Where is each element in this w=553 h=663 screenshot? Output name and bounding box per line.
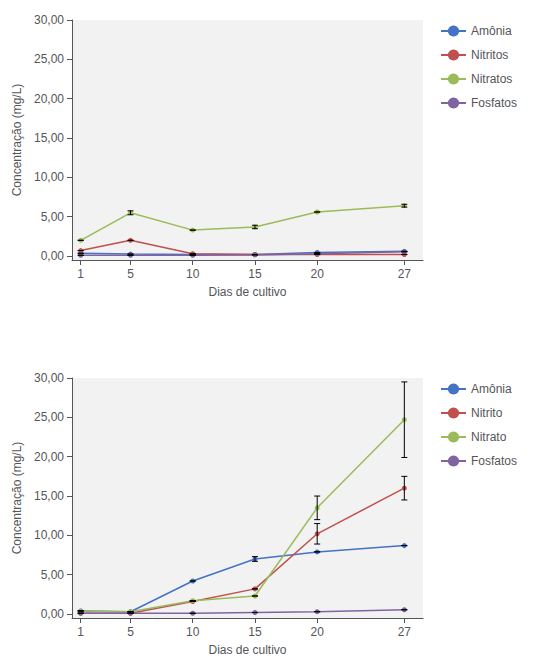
svg-text:Dias de cultivo: Dias de cultivo xyxy=(208,285,286,299)
svg-text:Nitratos: Nitratos xyxy=(471,72,512,86)
svg-text:20: 20 xyxy=(311,625,325,639)
svg-text:27: 27 xyxy=(398,267,412,281)
svg-text:25,00: 25,00 xyxy=(34,410,64,424)
svg-text:Fosfatos: Fosfatos xyxy=(471,454,517,468)
svg-text:5: 5 xyxy=(127,267,134,281)
svg-text:20,00: 20,00 xyxy=(34,92,64,106)
svg-text:27: 27 xyxy=(398,625,412,639)
svg-text:10,00: 10,00 xyxy=(34,528,64,542)
svg-text:20: 20 xyxy=(311,267,325,281)
svg-text:15,00: 15,00 xyxy=(34,131,64,145)
svg-text:10: 10 xyxy=(186,625,200,639)
svg-text:Fosfatos: Fosfatos xyxy=(471,96,517,110)
svg-text:5,00: 5,00 xyxy=(41,210,65,224)
svg-text:Amônia: Amônia xyxy=(471,24,512,38)
svg-text:25,00: 25,00 xyxy=(34,52,64,66)
svg-text:Concentração (mg/L): Concentração (mg/L) xyxy=(10,84,24,197)
svg-text:10,00: 10,00 xyxy=(34,170,64,184)
svg-text:Concentração (mg/L): Concentração (mg/L) xyxy=(10,442,24,555)
svg-text:20,00: 20,00 xyxy=(34,450,64,464)
svg-text:30,00: 30,00 xyxy=(34,371,64,385)
svg-text:Nitritos: Nitritos xyxy=(471,48,508,62)
svg-text:5: 5 xyxy=(127,625,134,639)
svg-text:15: 15 xyxy=(248,267,262,281)
svg-text:10: 10 xyxy=(186,267,200,281)
svg-text:15: 15 xyxy=(248,625,262,639)
svg-text:Nitrito: Nitrito xyxy=(471,406,503,420)
svg-text:1: 1 xyxy=(77,267,84,281)
svg-text:0,00: 0,00 xyxy=(41,249,65,263)
svg-text:0,00: 0,00 xyxy=(41,607,65,621)
svg-text:15,00: 15,00 xyxy=(34,489,64,503)
svg-text:30,00: 30,00 xyxy=(34,13,64,27)
svg-text:1: 1 xyxy=(77,625,84,639)
svg-text:Amônia: Amônia xyxy=(471,382,512,396)
svg-text:5,00: 5,00 xyxy=(41,568,65,582)
svg-text:Dias de cultivo: Dias de cultivo xyxy=(208,643,286,657)
svg-text:Nitrato: Nitrato xyxy=(471,430,507,444)
